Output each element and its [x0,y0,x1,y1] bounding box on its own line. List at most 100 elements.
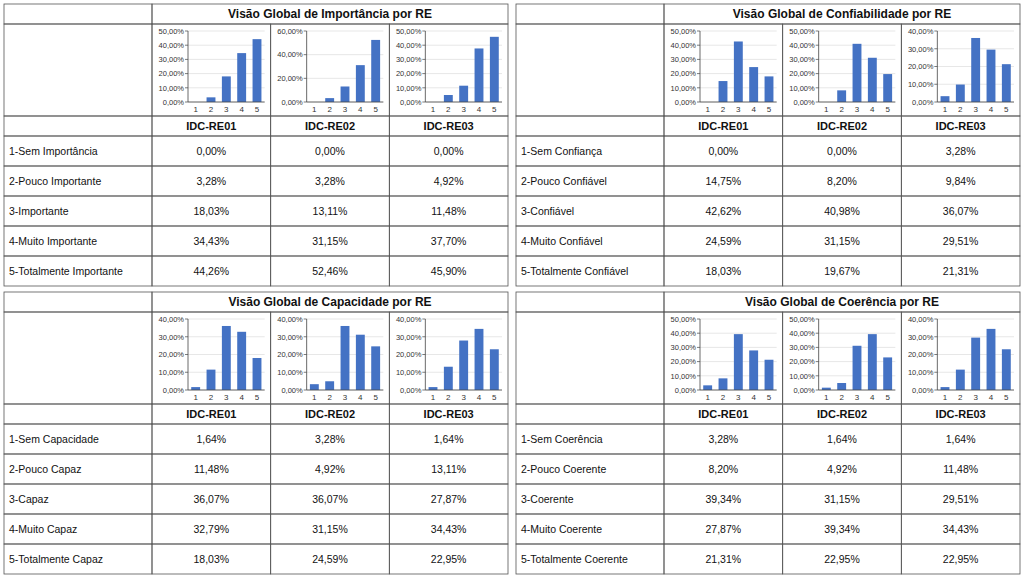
y-tick-label: 0,00% [163,386,185,395]
table-value: 0,00% [434,145,464,157]
table-cell [664,454,783,484]
row-label: 1-Sem Importância [9,145,98,157]
y-tick [934,102,937,103]
row-label: 2-Pouco Confiável [521,175,607,187]
grid-line [307,31,384,32]
x-tick-label: 3 [973,393,978,402]
row-label-cell [4,544,152,574]
y-tick [304,31,307,32]
bars [207,39,262,102]
grid-line [307,319,384,320]
table-cell [389,454,508,484]
y-tick [422,319,425,320]
table-cell [664,424,783,454]
y-tick [697,319,700,320]
table-cell [271,196,390,226]
row-label: 2-Pouco Importante [9,175,101,187]
bar [371,346,380,390]
y-tick-label: 30,00% [159,55,185,64]
x-tick-label: 4 [989,105,994,114]
table-cell [783,256,902,286]
table-cell [901,514,1020,544]
grid-line [700,333,777,334]
row-label-cell [4,454,152,484]
y-tick [697,45,700,46]
x-tick-label: 3 [224,105,229,114]
x-axis [307,390,384,391]
y-tick-label: 10,00% [671,84,697,93]
title-cell [152,4,508,24]
y-tick-label: 30,00% [789,55,815,64]
bar-chart: 0,00%10,00%20,00%30,00%40,00%50,00%12345 [789,27,895,114]
y-tick [934,354,937,355]
grid-line [937,390,1014,391]
header-cell [664,116,783,136]
table-value: 34,43% [431,523,467,535]
bars [837,44,892,102]
x-tick-label: 2 [958,393,963,402]
y-tick-label: 10,00% [159,84,185,93]
y-tick-label: 0,00% [400,386,422,395]
table-cell [152,256,271,286]
bar-chart: 0,00%10,00%20,00%30,00%40,00%12345 [908,27,1014,114]
y-tick-label: 0,00% [281,386,303,395]
table-cell [783,424,902,454]
table-cell [783,544,902,574]
table-value: 34,43% [943,523,979,535]
y-tick-label: 10,00% [277,368,303,377]
y-tick [304,372,307,373]
section: Visão Global de Capacidade por RE1-Sem C… [4,292,508,574]
table-cell [664,484,783,514]
y-axis [425,319,426,390]
row-label: 5-Totalmente Capaz [9,553,103,565]
table-value: 21,31% [943,265,979,277]
bar [459,86,468,102]
blank-cell [4,404,152,424]
table-cell [271,514,390,544]
table-value: 31,15% [824,493,860,505]
y-tick-label: 30,00% [908,45,934,54]
table-cell [901,424,1020,454]
table-cell [389,196,508,226]
x-tick-label: 1 [193,105,198,114]
table-cell [664,256,783,286]
bar [237,53,246,102]
row-label-cell [516,136,664,166]
table-value: 32,79% [194,523,230,535]
bar-chart: 0,00%10,00%20,00%30,00%40,00%12345 [159,315,265,402]
table-cell [901,226,1020,256]
row-label: 4-Muito Coerente [521,523,602,535]
table-value: 1,64% [827,433,857,445]
row-label-cell [516,484,664,514]
y-tick-label: 20,00% [671,69,697,78]
figure: Visão Global de Importância por RE1-Sem … [0,0,1024,578]
table-value: 40,98% [824,205,860,217]
y-tick [304,319,307,320]
table-cell [783,166,902,196]
bar-chart: 0,00%20,00%40,00%60,00%12345 [277,27,383,114]
title: Visão Global de Coerência por RE [745,295,939,309]
row-label-cell [516,256,664,286]
title-cell [664,4,1020,24]
y-tick [422,102,425,103]
y-tick [816,319,819,320]
bar [325,98,334,102]
blank-cell [4,116,152,136]
table-value: 11,48% [431,205,466,217]
y-tick-label: 30,00% [159,333,185,342]
table-cell [783,514,902,544]
title-cell [152,292,508,312]
table-cell [901,136,1020,166]
bar [253,39,262,102]
grid-line [188,319,265,320]
y-tick-label: 0,00% [793,98,815,107]
y-tick-label: 50,00% [789,315,815,324]
x-tick-label: 1 [943,393,948,402]
x-tick-label: 5 [885,105,890,114]
table-value: 1,64% [196,433,226,445]
grid-line [700,102,777,103]
y-tick-label: 10,00% [396,84,422,93]
bar [853,346,862,390]
chart-cell [783,24,902,116]
y-tick [934,372,937,373]
